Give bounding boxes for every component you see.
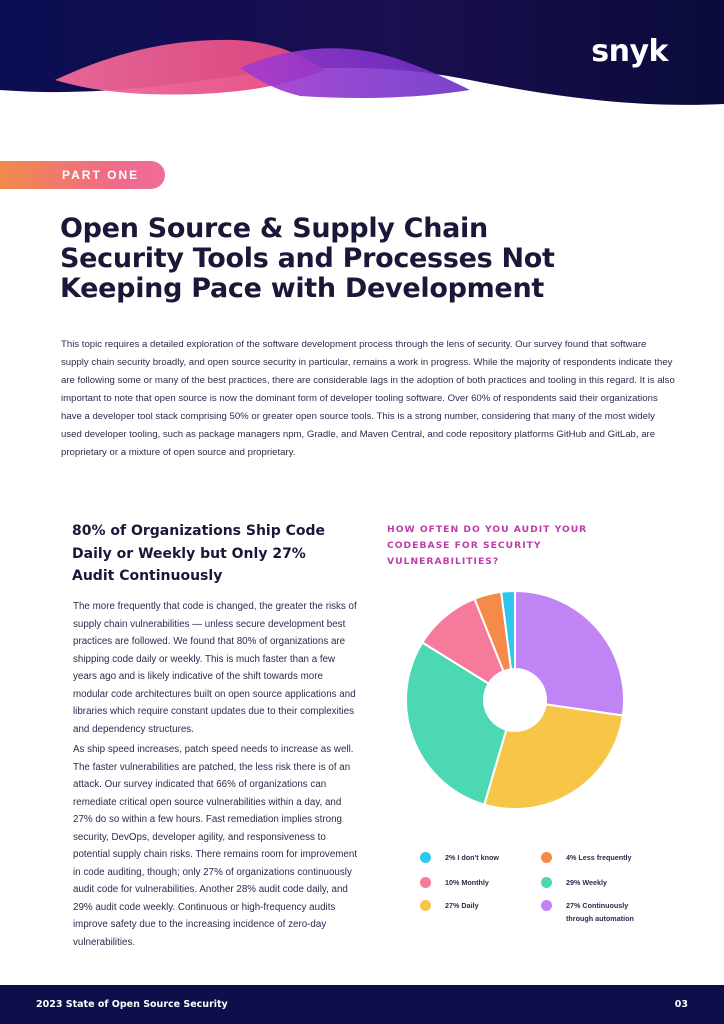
footer-title: 2023 State of Open Source Security [36, 999, 228, 1010]
section-paragraph-2: As ship speed increases, patch speed nee… [73, 744, 358, 948]
legend-dot [420, 900, 431, 911]
legend-item-less-frequently: 4% Less frequently [541, 851, 656, 864]
snyk-logo: snyk [591, 34, 668, 69]
page-number: 03 [674, 999, 688, 1010]
page-title: Open Source & Supply Chain Security Tool… [60, 213, 555, 304]
legend-item-monthly: 10% Monthly [420, 876, 535, 889]
legend-label: 29% Weekly [566, 878, 608, 887]
legend-label: 27% Daily [445, 901, 479, 910]
donut-slice-0 [514, 589, 625, 717]
chart-title: HOW OFTEN DO YOU AUDIT YOUR CODEBASE FOR… [387, 524, 588, 567]
donut-slice-1 [483, 703, 625, 810]
section-paragraph-1: The more frequently that code is changed… [73, 601, 357, 735]
legend-dot [420, 852, 431, 863]
footer-bar: 2023 State of Open Source Security 03 [0, 985, 724, 1024]
intro-paragraph: This topic requires a detailed explorati… [61, 339, 675, 458]
legend-dot [541, 900, 552, 911]
part-label: PART ONE [62, 168, 140, 182]
legend-dot [541, 852, 552, 863]
legend-item-dont-know: 2% I don't know [420, 851, 535, 864]
legend-item-daily: 27% Daily [420, 899, 535, 912]
legend-label: 10% Monthly [445, 878, 489, 887]
section-heading: 80% of Organizations Ship Code Daily or … [72, 523, 326, 584]
donut-chart [405, 589, 625, 810]
legend-dot [541, 877, 552, 888]
legend-dot [420, 877, 431, 888]
legend-item-continuously: 27% Continuously through automation [541, 899, 656, 925]
header-banner [0, 0, 724, 105]
part-label-pill: PART ONE [0, 161, 165, 189]
legend-item-weekly: 29% Weekly [541, 876, 656, 889]
legend-label: 27% Continuously through automation [566, 901, 634, 923]
legend-label: 4% Less frequently [566, 853, 632, 862]
legend-label: 2% I don't know [445, 853, 500, 862]
donut-slice-2 [405, 641, 508, 806]
donut-slice-5 [500, 589, 516, 671]
